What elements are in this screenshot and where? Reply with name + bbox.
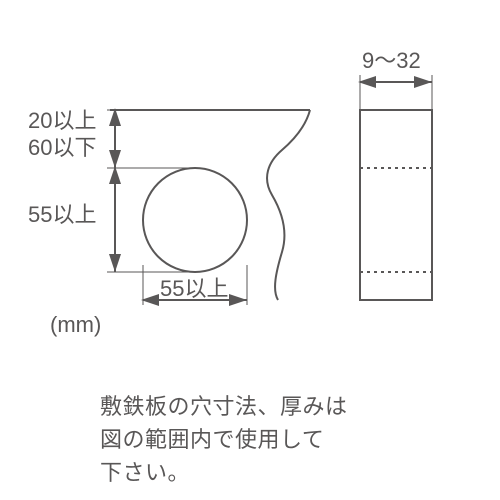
plate-broken-edge <box>267 110 310 300</box>
dimension-diagram: 20以上 60以下 55以上 55以上 (mm) 9〜32 <box>0 0 500 360</box>
label-unit: (mm) <box>50 312 101 337</box>
hole-circle <box>143 168 247 272</box>
label-top-gap: 20以上 <box>28 108 96 133</box>
label-thickness: 9〜32 <box>362 48 421 73</box>
caption-line-3: 下さい。 <box>100 456 348 489</box>
caption-text: 敷鉄板の穴寸法、厚みは 図の範囲内で使用して 下さい。 <box>100 390 348 489</box>
caption-line-2: 図の範囲内で使用して <box>100 423 348 456</box>
label-hole-v: 55以上 <box>28 202 96 227</box>
label-hole-h: 55以上 <box>160 276 228 301</box>
label-top-gap-max: 60以下 <box>28 135 96 160</box>
caption-line-1: 敷鉄板の穴寸法、厚みは <box>100 390 348 423</box>
